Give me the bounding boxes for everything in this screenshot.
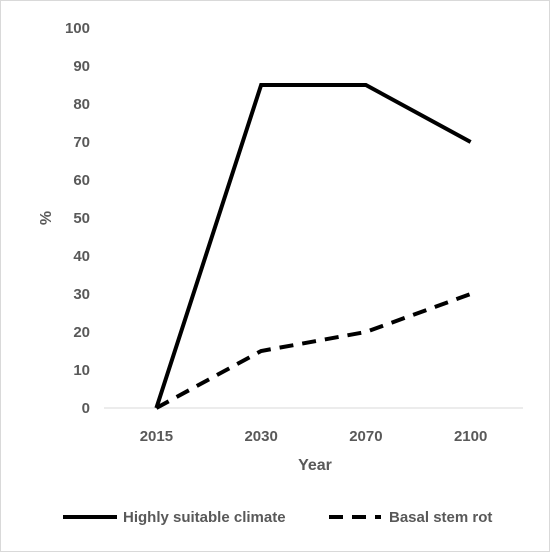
- y-tick-label: 40: [73, 248, 90, 265]
- x-tick-label: 2015: [140, 428, 173, 445]
- legend-label: Basal stem rot: [389, 509, 492, 526]
- legend-label: Highly suitable climate: [123, 509, 286, 526]
- y-tick-label: 0: [82, 400, 90, 417]
- y-tick-label: 60: [73, 172, 90, 189]
- y-tick-label: 30: [73, 286, 90, 303]
- y-axis-title: %: [38, 211, 55, 225]
- y-tick-label: 100: [65, 20, 90, 37]
- legend: Highly suitable climate Basal stem rot: [63, 509, 492, 526]
- series-line-highly-suitable-climate: [154, 83, 472, 409]
- x-axis-ticks: 2015 2030 2070 2100: [140, 428, 488, 445]
- x-axis-title: Year: [298, 457, 332, 474]
- y-axis-ticks: 0 10 20 30 40 50 60 70 80 90 100: [65, 20, 90, 417]
- y-tick-label: 90: [73, 58, 90, 75]
- x-tick-label: 2100: [454, 428, 487, 445]
- y-tick-label: 70: [73, 134, 90, 151]
- y-tick-label: 10: [73, 362, 90, 379]
- y-tick-label: 80: [73, 96, 90, 113]
- y-tick-label: 50: [73, 210, 90, 227]
- x-tick-label: 2070: [349, 428, 382, 445]
- series-lines: [154, 83, 472, 410]
- y-tick-label: 20: [73, 324, 90, 341]
- series-line-basal-stem-rot: [155, 292, 472, 410]
- x-tick-label: 2030: [244, 428, 277, 445]
